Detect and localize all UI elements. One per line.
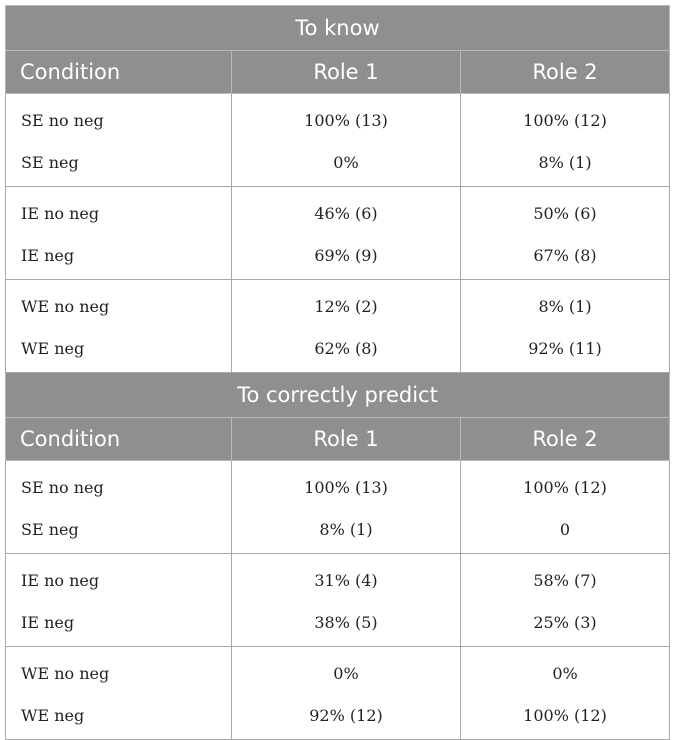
section-title-row: To correctly predict [4,372,671,418]
cell-role-1: 100% (13) [231,460,461,509]
cell-condition: SE neg [5,142,232,187]
cell-role-1: 100% (13) [231,93,461,142]
cell-condition: WE neg [5,695,232,740]
section-title: To correctly predict [4,372,671,418]
header-role-2: Role 2 [459,417,671,461]
cell-condition: IE neg [5,602,232,647]
header-row: Condition Role 1 Role 2 [5,417,671,461]
header-row: Condition Role 1 Role 2 [5,50,671,94]
cell-condition: WE neg [5,328,232,373]
table-row: IE neg 38% (5) 25% (3) [5,602,671,647]
cell-role-2: 8% (1) [459,279,671,328]
table-figure: To know Condition Role 1 Role 2 SE no ne… [4,5,671,740]
cell-role-2: 8% (1) [459,142,671,187]
cell-role-1: 0% [231,646,461,695]
cell-role-2: 58% (7) [459,553,671,602]
header-condition: Condition [5,50,232,94]
cell-role-1: 12% (2) [231,279,461,328]
cell-role-2: 25% (3) [459,602,671,647]
header-condition: Condition [5,417,232,461]
cell-condition: SE no neg [5,93,232,142]
header-role-1: Role 1 [231,50,461,94]
cell-condition: IE no neg [5,186,232,235]
section-title-row: To know [4,5,671,51]
cell-condition: WE no neg [5,646,232,695]
cell-role-2: 92% (11) [459,328,671,373]
cell-role-1: 8% (1) [231,509,461,554]
table-row: WE neg 62% (8) 92% (11) [5,328,671,373]
cell-role-1: 38% (5) [231,602,461,647]
table-row: WE no neg 0% 0% [5,646,671,695]
cell-role-1: 31% (4) [231,553,461,602]
table-row: IE neg 69% (9) 67% (8) [5,235,671,280]
cell-condition: SE neg [5,509,232,554]
results-table: To know Condition Role 1 Role 2 SE no ne… [4,5,671,740]
cell-role-1: 46% (6) [231,186,461,235]
cell-role-1: 69% (9) [231,235,461,280]
cell-role-2: 0% [459,646,671,695]
table-row: WE neg 92% (12) 100% (12) [5,695,671,740]
cell-role-2: 100% (12) [459,93,671,142]
cell-condition: IE neg [5,235,232,280]
table-row: SE neg 8% (1) 0 [5,509,671,554]
header-role-2: Role 2 [459,50,671,94]
cell-role-2: 50% (6) [459,186,671,235]
cell-condition: SE no neg [5,460,232,509]
table-row: IE no neg 46% (6) 50% (6) [5,186,671,235]
header-role-1: Role 1 [231,417,461,461]
table-row: SE neg 0% 8% (1) [5,142,671,187]
cell-role-1: 62% (8) [231,328,461,373]
table-row: SE no neg 100% (13) 100% (12) [5,460,671,509]
cell-role-2: 0 [459,509,671,554]
cell-role-1: 92% (12) [231,695,461,740]
table-row: WE no neg 12% (2) 8% (1) [5,279,671,328]
cell-condition: IE no neg [5,553,232,602]
table-row: SE no neg 100% (13) 100% (12) [5,93,671,142]
cell-role-2: 100% (12) [459,460,671,509]
table-row: IE no neg 31% (4) 58% (7) [5,553,671,602]
cell-role-1: 0% [231,142,461,187]
section-title: To know [4,5,671,51]
cell-role-2: 100% (12) [459,695,671,740]
cell-role-2: 67% (8) [459,235,671,280]
cell-condition: WE no neg [5,279,232,328]
